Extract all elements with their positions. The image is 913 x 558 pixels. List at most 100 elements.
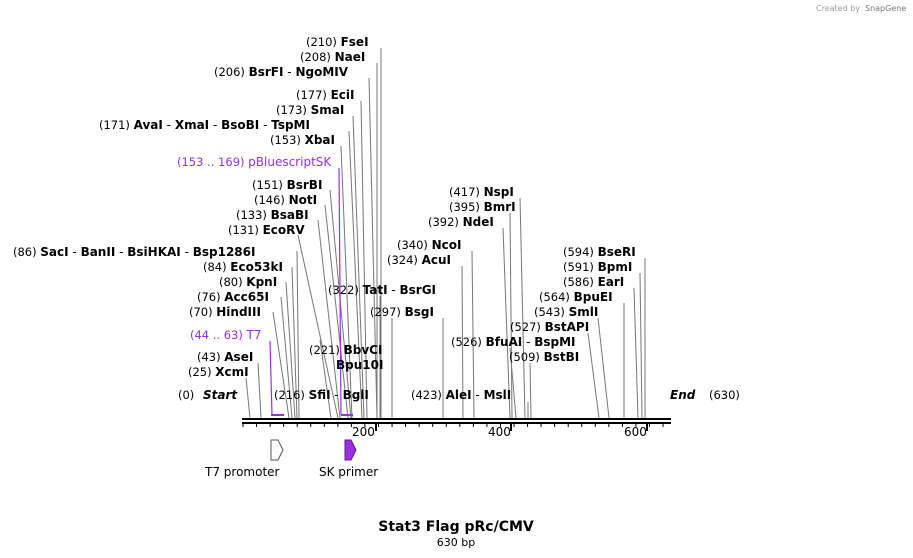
site-position: (80) (219, 275, 246, 289)
enzyme-site-label[interactable]: (340) NcoI (397, 238, 461, 252)
enzyme-site-label[interactable]: (25) XcmI (188, 365, 249, 379)
enzyme-site-label[interactable]: (509) BstBI (509, 350, 579, 364)
enzyme-name: SfiI (309, 388, 331, 402)
enzyme-name: BsaBI (271, 208, 309, 222)
site-position: (153 .. 169) (177, 155, 248, 169)
site-position: (423) (411, 388, 446, 402)
credit-text: Created by (816, 4, 860, 13)
enzyme-name: BseRI (598, 245, 636, 259)
site-position: (564) (539, 290, 574, 304)
enzyme-name: SmlI (569, 305, 599, 319)
site-position: (153) (270, 133, 305, 147)
enzyme-site-label[interactable]: (210) FseI (306, 35, 369, 49)
map-length: 630 bp (437, 536, 475, 549)
enzyme-site-label[interactable]: (395) BmrI (449, 200, 516, 214)
enzyme-site-label[interactable]: (208) NaeI (300, 50, 365, 64)
site-position: (392) (428, 215, 463, 229)
enzyme-name: BbvCI (344, 343, 383, 357)
site-position: (206) (214, 65, 249, 79)
ruler-minor-ticks (242, 424, 664, 427)
enzyme-site-label[interactable]: (392) NdeI (428, 215, 494, 229)
enzyme-name: T7 (246, 328, 262, 342)
enzyme-name: NcoI (432, 238, 462, 252)
sk-primer-arrow[interactable] (344, 439, 357, 461)
enzyme-site-label[interactable]: (417) NspI (449, 185, 514, 199)
enzyme-site-label[interactable]: (594) BseRI (563, 245, 636, 259)
enzyme-name: BspMI (534, 335, 575, 349)
site-position: (297) (370, 305, 405, 319)
enzyme-name: XmaI (175, 118, 209, 132)
enzyme-site-label[interactable]: (591) BpmI (563, 260, 632, 274)
enzyme-site-label[interactable]: (586) EarI (563, 275, 624, 289)
enzyme-site-label[interactable]: Bpu10I (336, 358, 383, 372)
enzyme-site-label[interactable]: (131) EcoRV (228, 223, 305, 237)
enzyme-name: BanII (81, 245, 116, 259)
site-position: (322) (328, 283, 363, 297)
primer-lines (269, 167, 342, 416)
site-position: (543) (534, 305, 569, 319)
enzyme-site-label[interactable]: (86) SacI - BanII - BsiHKAI - Bsp1286I (13, 245, 255, 259)
enzyme-name: HindIII (216, 305, 261, 319)
feature-label[interactable]: (153 .. 169) pBluescriptSK (177, 155, 332, 169)
enzyme-site-label[interactable]: (70) HindIII (189, 305, 261, 319)
site-position: (133) (236, 208, 271, 222)
enzyme-site-label[interactable]: (80) KpnI (219, 275, 277, 289)
enzyme-site-label[interactable]: (173) SmaI (276, 103, 344, 117)
enzyme-name: SacI (40, 245, 68, 259)
site-position: (44 .. 63) (190, 328, 247, 342)
enzyme-site-label[interactable]: (171) AvaI - XmaI - BsoBI - TspMI (99, 118, 310, 132)
enzyme-name: FseI (341, 35, 369, 49)
enzyme-site-label[interactable]: (564) BpuEI (539, 290, 613, 304)
enzyme-name: AseI (224, 350, 253, 364)
site-position: (340) (397, 238, 432, 252)
name-separator: - (283, 65, 295, 79)
enzyme-site-label[interactable]: (527) BstAPI (510, 320, 589, 334)
feature-label[interactable]: (44 .. 63) T7 (190, 328, 262, 342)
enzyme-site-label[interactable]: (324) AcuI (387, 253, 451, 267)
enzyme-name: EcoRV (263, 223, 306, 237)
enzyme-site-label[interactable]: (133) BsaBI (236, 208, 309, 222)
enzyme-name: pBluescriptSK (248, 155, 332, 169)
t7-promoter-arrow[interactable] (270, 439, 284, 461)
name-separator: - (115, 245, 127, 259)
enzyme-site-label[interactable]: (297) BsgI (370, 305, 434, 319)
enzyme-site-label[interactable]: (216) SfiI - BglI (274, 388, 369, 402)
enzyme-name: BstAPI (545, 320, 590, 334)
enzyme-site-label[interactable]: (177) EciI (296, 88, 354, 102)
site-position: (509) (509, 350, 544, 364)
site-position: (324) (387, 253, 422, 267)
enzyme-name: AvaI (134, 118, 163, 132)
start-position: (0) (178, 388, 194, 402)
site-position: (84) (203, 260, 230, 274)
enzyme-name: Acc65I (224, 290, 269, 304)
site-position: (151) (252, 178, 287, 192)
map-title: Stat3 Flag pRc/CMV (378, 519, 534, 535)
enzyme-site-label[interactable]: (221) BbvCI (309, 343, 382, 357)
enzyme-site-label[interactable]: (76) Acc65I (197, 290, 269, 304)
enzyme-site-label[interactable]: (543) SmlI (534, 305, 598, 319)
enzyme-site-label[interactable]: (43) AseI (197, 350, 253, 364)
enzyme-site-label[interactable]: (423) AleI - MslI (411, 388, 511, 402)
site-position: (25) (188, 365, 215, 379)
name-separator: - (522, 335, 534, 349)
enzyme-name: TatI (363, 283, 388, 297)
enzyme-site-label[interactable]: (206) BsrFI - NgoMIV (214, 65, 349, 79)
enzyme-site-label[interactable]: (153) XbaI (270, 133, 335, 147)
end-label: End (670, 388, 696, 402)
enzyme-name: KpnI (246, 275, 277, 289)
enzyme-site-label[interactable]: (151) BsrBI (252, 178, 322, 192)
enzyme-site-label[interactable]: (146) NotI (254, 193, 317, 207)
enzyme-name: BsrFI (249, 65, 284, 79)
site-position: (594) (563, 245, 598, 259)
name-separator: - (69, 245, 81, 259)
enzyme-name: MslI (484, 388, 512, 402)
site-position: (173) (276, 103, 311, 117)
enzyme-site-label[interactable]: (84) Eco53kI (203, 260, 283, 274)
enzyme-name: AleI (446, 388, 472, 402)
enzyme-site-label[interactable]: (526) BfuAI - BspMI (451, 335, 576, 349)
enzyme-site-label[interactable]: (322) TatI - BsrGI (328, 283, 436, 297)
snapgene-logo: SnapGene (865, 4, 906, 13)
enzyme-name: BglI (343, 388, 369, 402)
site-position: (70) (189, 305, 216, 319)
